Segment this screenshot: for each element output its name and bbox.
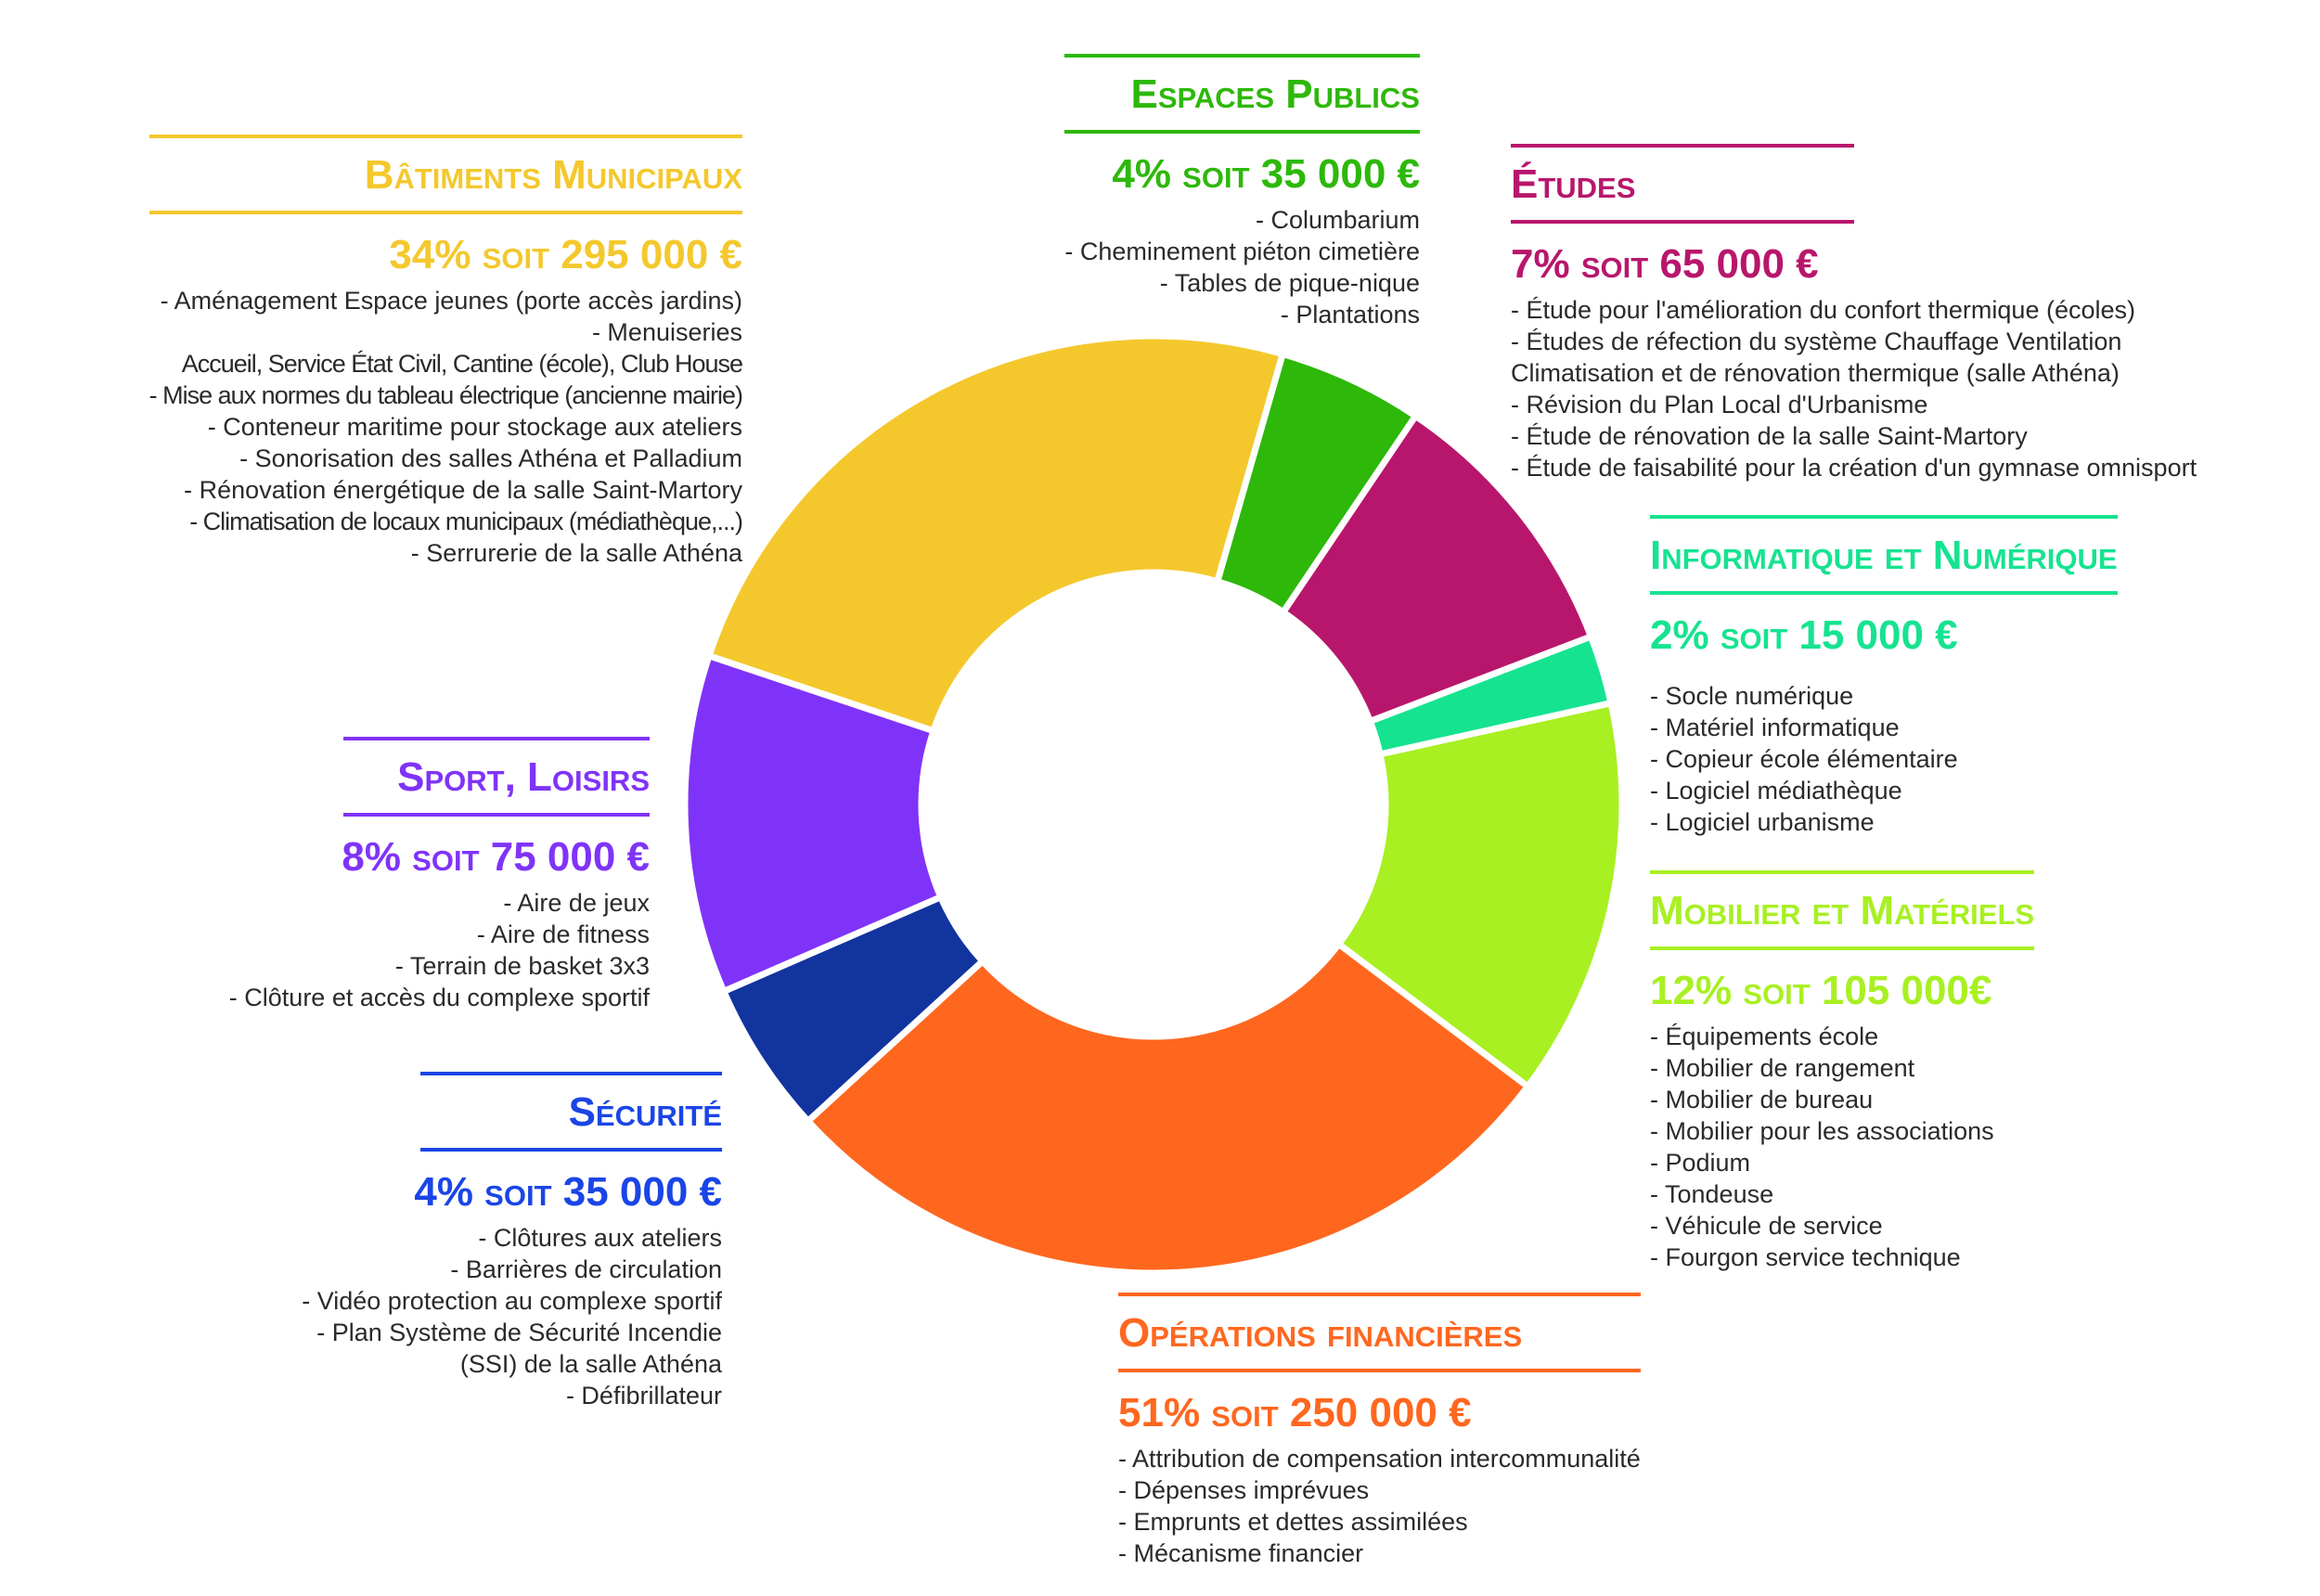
category-amount: 51% soit 250 000 € bbox=[1118, 1390, 1472, 1435]
list-item: Accueil, Service État Civil, Cantine (éc… bbox=[181, 350, 743, 378]
category-title: Opérations financières bbox=[1118, 1310, 1523, 1356]
rule-bottom bbox=[1064, 130, 1420, 134]
category-amount: 4% soit 35 000 € bbox=[1112, 151, 1420, 197]
category-title: Espaces Publics bbox=[1130, 71, 1421, 117]
list-item: - Plantations bbox=[1280, 301, 1420, 328]
category-title: Informatique et Numérique bbox=[1650, 533, 2118, 578]
rule-bottom bbox=[420, 1148, 722, 1152]
label-espaces: Espaces Publics 4% soit 35 000 € - Colum… bbox=[1064, 54, 1420, 330]
item-list: - Aire de jeux - Aire de fitness - Terra… bbox=[229, 887, 650, 1013]
list-item: - Véhicule de service bbox=[1650, 1212, 1883, 1240]
list-item: - Fourgon service technique bbox=[1650, 1243, 1961, 1271]
list-item: - Emprunts et dettes assimilées bbox=[1118, 1508, 1468, 1536]
rule-bottom bbox=[1511, 220, 1854, 224]
list-item: - Tondeuse bbox=[1650, 1180, 1774, 1208]
list-item: - Barrières de circulation bbox=[450, 1255, 722, 1283]
rule-top bbox=[1064, 54, 1420, 58]
category-title: Études bbox=[1511, 161, 1636, 207]
list-item: - Mécanisme financier bbox=[1118, 1539, 1364, 1567]
list-item: - Matériel informatique bbox=[1650, 714, 1900, 741]
list-item: - Podium bbox=[1650, 1149, 1751, 1177]
item-list: - Columbarium - Cheminement piéton cimet… bbox=[1064, 204, 1420, 330]
item-list: - Aménagement Espace jeunes (porte accès… bbox=[148, 285, 743, 569]
list-item: - Columbarium bbox=[1255, 206, 1420, 234]
list-item: - Clôtures aux ateliers bbox=[478, 1224, 722, 1252]
donut-slice-operations bbox=[803, 939, 1533, 1277]
list-item: - Attribution de compensation intercommu… bbox=[1118, 1445, 1641, 1473]
list-item: - Terrain de basket 3x3 bbox=[394, 952, 650, 980]
list-item: - Révision du Plan Local d'Urbanisme bbox=[1511, 391, 1928, 418]
label-etudes: Études 7% soit 65 000 € - Étude pour l'a… bbox=[1511, 144, 2197, 483]
item-list: - Étude pour l'amélioration du confort t… bbox=[1511, 294, 2197, 483]
rule-bottom bbox=[343, 813, 650, 817]
item-list: - Équipements école - Mobilier de rangem… bbox=[1650, 1021, 2034, 1273]
label-operations: Opérations financières 51% soit 250 000 … bbox=[1118, 1293, 1641, 1569]
list-item: - Étude de faisabilité pour la création … bbox=[1511, 454, 2198, 482]
list-item: - Clôture et accès du complexe sportif bbox=[228, 984, 650, 1011]
label-informatique: Informatique et Numérique 2% soit 15 000… bbox=[1650, 515, 2118, 838]
donut-slice-mobilier bbox=[1334, 699, 1626, 1091]
list-item: - Serrurerie de la salle Athéna bbox=[410, 539, 742, 567]
category-title: Sécurité bbox=[568, 1089, 722, 1135]
item-list: - Socle numérique - Matériel informatiqu… bbox=[1650, 680, 2118, 838]
list-item: - Copieur école élémentaire bbox=[1650, 745, 1958, 773]
list-item: - Mobilier de bureau bbox=[1650, 1086, 1874, 1113]
list-item: - Dépenses imprévues bbox=[1118, 1476, 1370, 1504]
label-securite: Sécurité 4% soit 35 000 € - Clôtures aux… bbox=[302, 1072, 722, 1411]
category-amount: 12% soit 105 000€ bbox=[1650, 968, 1992, 1013]
list-item: - Équipements école bbox=[1650, 1023, 1879, 1050]
rule-bottom bbox=[1650, 591, 2118, 595]
list-item: Climatisation et de rénovation thermique… bbox=[1511, 359, 2120, 387]
item-list: - Clôtures aux ateliers - Barrières de c… bbox=[302, 1222, 722, 1411]
rule-top bbox=[1650, 515, 2118, 519]
category-amount: 34% soit 295 000 € bbox=[389, 232, 742, 277]
category-amount: 4% soit 35 000 € bbox=[414, 1169, 722, 1215]
label-sport: Sport, Loisirs 8% soit 75 000 € - Aire d… bbox=[229, 737, 650, 1013]
donut-slice-etudes bbox=[1278, 411, 1595, 726]
list-item: - Menuiseries bbox=[591, 318, 742, 346]
list-item: - Défibrillateur bbox=[565, 1382, 722, 1409]
rule-top bbox=[1118, 1293, 1641, 1296]
label-mobilier: Mobilier et Matériels 12% soit 105 000€ … bbox=[1650, 870, 2035, 1273]
category-title: Mobilier et Matériels bbox=[1650, 888, 2035, 933]
list-item: - Cheminement piéton cimetière bbox=[1064, 238, 1420, 265]
list-item: - Étude de rénovation de la salle Saint-… bbox=[1511, 422, 2028, 450]
category-amount: 7% soit 65 000 € bbox=[1511, 241, 1819, 287]
list-item: - Logiciel urbanisme bbox=[1650, 808, 1875, 836]
list-item: - Vidéo protection au complexe sportif bbox=[302, 1287, 722, 1315]
list-item: - Sonorisation des salles Athéna et Pall… bbox=[239, 444, 742, 472]
rule-top bbox=[1511, 144, 1854, 148]
rule-bottom bbox=[148, 211, 742, 214]
list-item: - Aire de fitness bbox=[476, 920, 650, 948]
rule-top bbox=[343, 737, 650, 740]
rule-bottom bbox=[1118, 1369, 1641, 1372]
item-list: - Attribution de compensation intercommu… bbox=[1118, 1443, 1641, 1569]
rule-top bbox=[148, 135, 742, 138]
category-amount: 2% soit 15 000 € bbox=[1650, 612, 1958, 658]
list-item: - Plan Système de Sécurité Incendie bbox=[316, 1319, 722, 1346]
rule-top bbox=[420, 1072, 722, 1075]
list-item: - Étude pour l'amélioration du confort t… bbox=[1511, 296, 2135, 324]
list-item: - Tables de pique-nique bbox=[1159, 269, 1420, 297]
donut-slice-sport bbox=[681, 651, 946, 996]
list-item: - Climatisation de locaux municipaux (mé… bbox=[189, 508, 743, 535]
rule-bottom bbox=[1650, 946, 2035, 950]
category-title: Sport, Loisirs bbox=[397, 754, 650, 800]
list-item: - Mobilier de rangement bbox=[1650, 1054, 1915, 1082]
list-item: - Aménagement Espace jeunes (porte accès… bbox=[160, 287, 742, 315]
category-title: Bâtiments Municipaux bbox=[364, 152, 742, 198]
rule-top bbox=[1650, 870, 2035, 874]
list-item: - Mise aux normes du tableau électrique … bbox=[148, 381, 743, 409]
list-item: - Études de réfection du système Chauffa… bbox=[1511, 328, 2122, 355]
list-item: - Rénovation énergétique de la salle Sai… bbox=[184, 476, 742, 504]
list-item: - Logiciel médiathèque bbox=[1650, 777, 1902, 804]
list-item: - Aire de jeux bbox=[503, 889, 650, 917]
list-item: - Mobilier pour les associations bbox=[1650, 1117, 1994, 1145]
category-amount: 8% soit 75 000 € bbox=[342, 834, 650, 880]
label-batiments: Bâtiments Municipaux 34% soit 295 000 € … bbox=[148, 135, 743, 569]
list-item: (SSI) de la salle Athéna bbox=[459, 1350, 722, 1378]
list-item: - Socle numérique bbox=[1650, 682, 1854, 710]
list-item: - Conteneur maritime pour stockage aux a… bbox=[207, 413, 742, 441]
